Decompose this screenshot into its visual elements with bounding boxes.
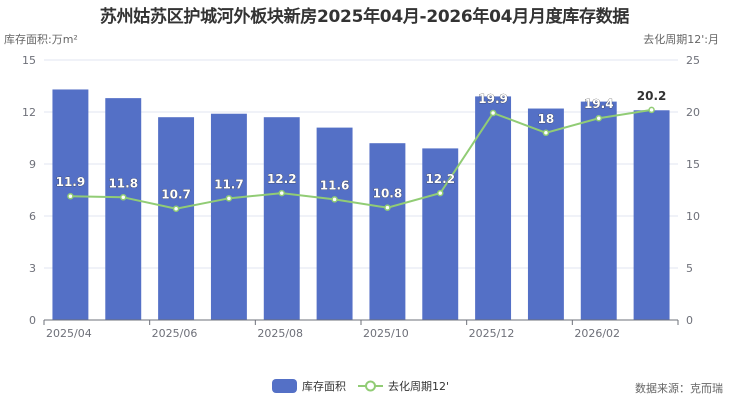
left-axis-tick: 15 (22, 54, 36, 67)
x-axis-label: 2025/12 (469, 327, 515, 340)
right-axis-tick: 25 (686, 54, 700, 67)
line-data-label: 18 (538, 112, 555, 126)
line-point[interactable] (648, 106, 655, 114)
x-axis-label: 2025/10 (363, 327, 409, 340)
line-data-label: 10.7 (161, 188, 191, 202)
legend-label-inventory: 库存面积 (302, 380, 346, 393)
line-point[interactable] (437, 189, 444, 197)
left-axis-tick: 0 (29, 314, 36, 327)
line-data-label: 11.7 (214, 177, 244, 191)
legend-item-inventory[interactable]: 库存面积 (272, 378, 346, 394)
bar-inventory[interactable] (210, 113, 247, 320)
left-axis-tick: 6 (29, 210, 36, 223)
line-data-label: 12.2 (425, 172, 455, 186)
bar-inventory[interactable] (475, 96, 512, 321)
bar-inventory[interactable] (158, 117, 195, 320)
bar-inventory[interactable] (580, 101, 617, 320)
line-data-label: 10.8 (373, 187, 403, 201)
right-axis-title: 去化周期12':月 (643, 33, 719, 46)
data-source: 数据来源：克而瑞 (635, 382, 723, 395)
line-data-label: 19.9 (478, 92, 508, 106)
x-axis-label: 2025/04 (46, 327, 92, 340)
line-data-label: 11.9 (56, 175, 86, 189)
line-data-label: 11.6 (320, 178, 350, 192)
line-legend-icon (358, 379, 383, 393)
line-data-label: 12.2 (267, 172, 297, 186)
bar-inventory[interactable] (369, 143, 406, 320)
left-axis-title: 库存面积:万m² (4, 33, 78, 46)
line-data-label: 19.4 (584, 97, 614, 111)
chart-title: 苏州姑苏区护城河外板块新房2025年04月-2026年04月月度库存数据 (99, 7, 630, 27)
right-axis-tick: 15 (686, 158, 700, 171)
bar-inventory[interactable] (527, 108, 564, 321)
line-point[interactable] (278, 189, 285, 197)
line-point[interactable] (120, 194, 127, 201)
line-point[interactable] (225, 195, 233, 202)
right-axis-tick: 0 (686, 314, 693, 327)
right-axis-tick: 10 (686, 210, 700, 223)
bar-inventory[interactable] (105, 98, 142, 320)
left-axis-tick: 9 (29, 158, 36, 171)
line-point[interactable] (331, 196, 338, 203)
legend-item-sell-through[interactable]: 去化周期12' (358, 378, 449, 394)
x-axis-label: 2025/08 (257, 327, 303, 340)
line-point[interactable] (172, 205, 180, 212)
line-data-label: 11.8 (108, 176, 138, 190)
legend-label-sell-through: 去化周期12' (388, 380, 450, 393)
line-point[interactable] (384, 204, 391, 211)
legend: 库存面积 去化周期12' (272, 378, 461, 394)
line-point[interactable] (67, 192, 74, 200)
right-axis-tick: 5 (686, 262, 693, 275)
bar-inventory[interactable] (316, 127, 353, 320)
line-point[interactable] (489, 109, 497, 117)
right-axis-tick: 20 (686, 106, 700, 119)
line-point[interactable] (595, 114, 602, 122)
line-point[interactable] (542, 129, 550, 137)
left-axis-tick: 12 (22, 106, 36, 119)
bar-inventory[interactable] (422, 148, 459, 320)
bar-legend-icon (272, 379, 297, 393)
x-axis-label: 2025/06 (152, 327, 198, 340)
bar-inventory[interactable] (263, 117, 300, 320)
x-axis-label: 2026/02 (574, 327, 620, 340)
line-data-label: 20.2 (637, 89, 667, 103)
bar-inventory[interactable] (52, 89, 89, 320)
bar-inventory[interactable] (633, 110, 670, 321)
sell-through-line (70, 108, 652, 210)
left-axis-tick: 3 (29, 262, 36, 275)
